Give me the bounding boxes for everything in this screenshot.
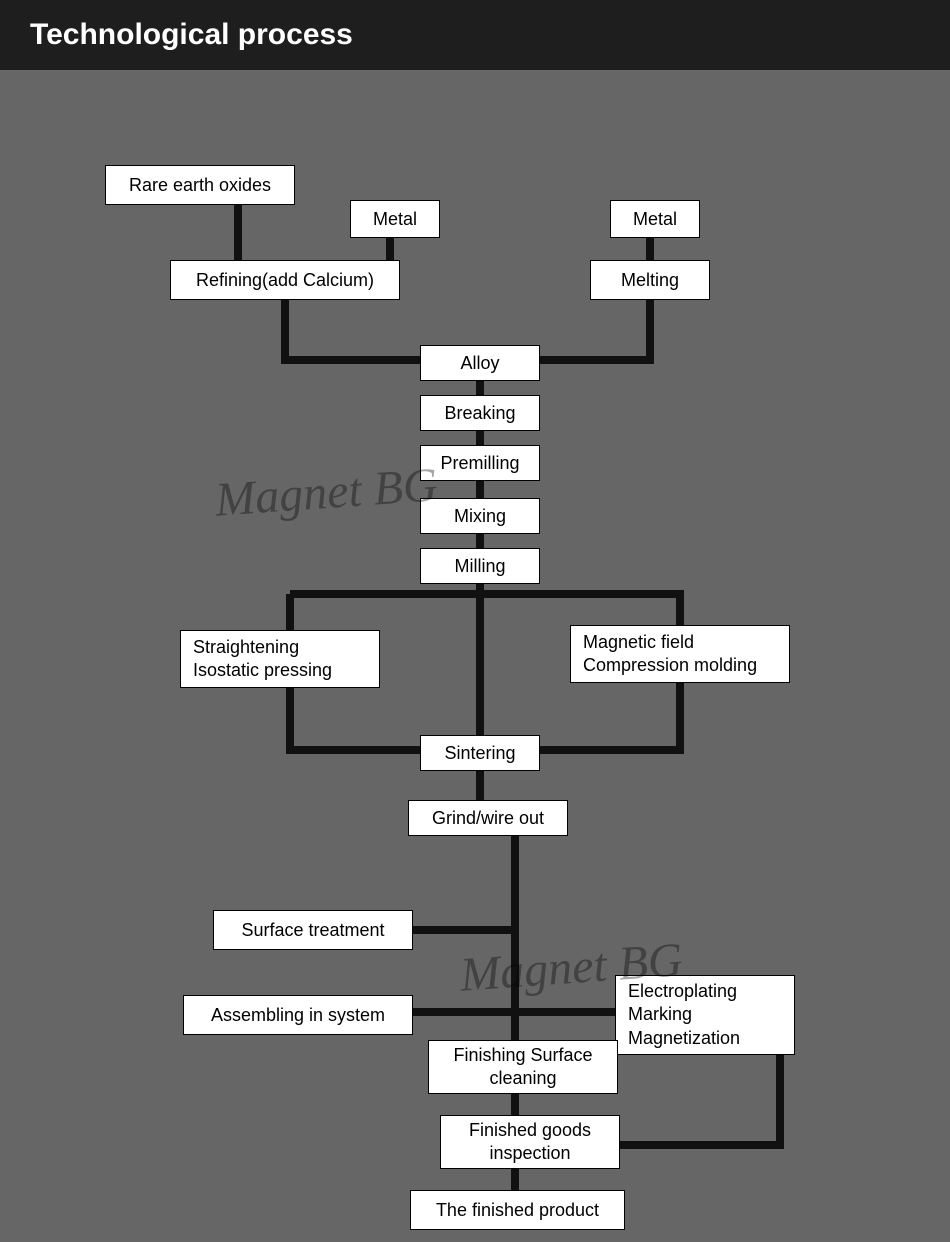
- flow-node-label: Refining(add Calcium): [196, 270, 374, 291]
- flow-node-label: Mixing: [454, 506, 506, 527]
- flow-node-metal2: Metal: [610, 200, 700, 238]
- flow-node-melting: Melting: [590, 260, 710, 300]
- flow-node-breaking: Breaking: [420, 395, 540, 431]
- flow-node-alloy: Alloy: [420, 345, 540, 381]
- flowchart-canvas: Rare earth oxides Metal Metal Refining(add …: [0, 70, 950, 1242]
- flow-node-label: Assembling in system: [211, 1005, 385, 1026]
- flow-node-premilling: Premilling: [420, 445, 540, 481]
- flow-node-mixing: Mixing: [420, 498, 540, 534]
- flow-edge: [281, 300, 289, 364]
- flow-node-label: Rare earth oxides: [129, 175, 271, 196]
- flow-edge: [290, 590, 484, 598]
- page-title: Technological process: [0, 0, 950, 70]
- flow-node-electro: ElectroplatingMarkingMagnetization: [615, 975, 795, 1055]
- flow-edge: [676, 683, 684, 754]
- flow-edge: [646, 300, 654, 364]
- flow-node-label: Sintering: [444, 743, 515, 764]
- flow-node-label: Finished goodsinspection: [469, 1119, 591, 1166]
- flow-edge: [285, 356, 424, 364]
- flow-node-label: Melting: [621, 270, 679, 291]
- flow-node-label: StraighteningIsostatic pressing: [193, 636, 332, 683]
- flow-edge: [413, 926, 519, 934]
- flow-node-label: ElectroplatingMarkingMagnetization: [628, 980, 740, 1050]
- flow-node-rare_earth: Rare earth oxides: [105, 165, 295, 205]
- flow-node-label: Premilling: [440, 453, 519, 474]
- flow-node-label: Breaking: [444, 403, 515, 424]
- flow-edge: [476, 584, 484, 739]
- flow-node-milling: Milling: [420, 548, 540, 584]
- flow-edge: [540, 356, 654, 364]
- watermark: Magnet BG: [213, 457, 439, 527]
- flow-edge: [480, 590, 684, 598]
- flow-edge: [290, 746, 424, 754]
- flow-node-label: Milling: [454, 556, 505, 577]
- flow-node-surface: Surface treatment: [213, 910, 413, 950]
- flow-edge: [540, 746, 684, 754]
- flow-node-label: Surface treatment: [241, 920, 384, 941]
- flow-node-grind: Grind/wire out: [408, 800, 568, 836]
- flow-edge: [286, 688, 294, 754]
- flow-node-label: Finishing Surfacecleaning: [453, 1044, 592, 1091]
- flow-node-label: Magnetic fieldCompression molding: [583, 631, 757, 678]
- flow-node-metal1: Metal: [350, 200, 440, 238]
- flow-node-inspection: Finished goodsinspection: [440, 1115, 620, 1169]
- flow-node-label: Metal: [633, 209, 677, 230]
- flow-node-magfield: Magnetic fieldCompression molding: [570, 625, 790, 683]
- flow-edge: [286, 594, 294, 634]
- flow-node-label: Grind/wire out: [432, 808, 544, 829]
- flow-node-product: The finished product: [410, 1190, 625, 1230]
- flow-node-finishing: Finishing Surfacecleaning: [428, 1040, 618, 1094]
- flow-node-straight: StraighteningIsostatic pressing: [180, 630, 380, 688]
- flow-edge: [776, 1055, 784, 1149]
- flow-node-label: The finished product: [436, 1200, 599, 1221]
- flow-node-label: Metal: [373, 209, 417, 230]
- flow-node-assembling: Assembling in system: [183, 995, 413, 1035]
- flow-edge: [620, 1141, 784, 1149]
- flow-node-label: Alloy: [460, 353, 499, 374]
- flow-edge: [413, 1008, 519, 1016]
- flow-edge: [676, 594, 684, 629]
- flow-edge: [515, 1008, 619, 1016]
- flow-node-refining: Refining(add Calcium): [170, 260, 400, 300]
- flow-edge: [234, 205, 242, 264]
- flow-node-sintering: Sintering: [420, 735, 540, 771]
